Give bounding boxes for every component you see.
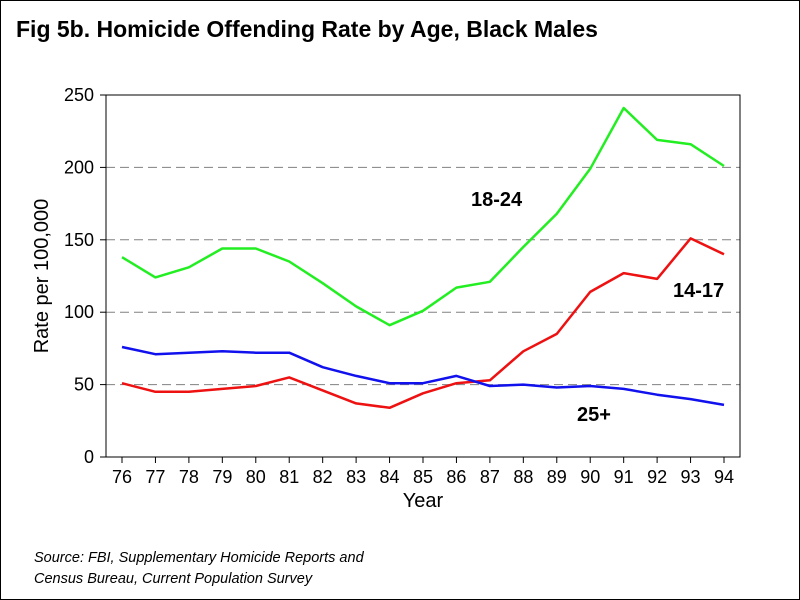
gridlines (106, 166, 740, 386)
x-tick-label: 94 (714, 467, 734, 487)
x-tick-label: 79 (212, 467, 232, 487)
y-axis: 0 50 100 150 200 250 (64, 85, 106, 467)
x-tick-label: 84 (380, 467, 400, 487)
series-line-25+ (121, 345, 725, 407)
x-tick-label: 78 (179, 467, 199, 487)
x-tick-label: 89 (547, 467, 567, 487)
series-label-18-24: 18-24 (471, 189, 523, 211)
x-tick-label: 88 (513, 467, 533, 487)
chart-title: Fig 5b. Homicide Offending Rate by Age, … (16, 16, 598, 42)
y-axis-label: Rate per 100,000 (31, 199, 53, 354)
x-axis-label: Year (403, 490, 444, 512)
x-tick-label: 81 (279, 467, 299, 487)
series-label-14-17: 14-17 (673, 280, 724, 302)
y-tick-label: 50 (74, 375, 94, 395)
x-tick-label: 92 (647, 467, 667, 487)
source-note: Source: FBI, Supplementary Homicide Repo… (34, 548, 364, 590)
x-tick-label: 77 (145, 467, 165, 487)
series-label-25+: 25+ (577, 404, 611, 426)
x-tick-label: 85 (413, 467, 433, 487)
x-tick-label: 80 (246, 467, 266, 487)
source-line-2: Census Bureau, Current Population Survey (34, 571, 313, 587)
x-tick-label: 93 (681, 467, 701, 487)
y-tick-label: 200 (64, 157, 94, 177)
x-tick-label: 76 (112, 467, 132, 487)
x-tick-label: 90 (580, 467, 600, 487)
y-tick-label: 100 (64, 302, 94, 322)
x-tick-label: 83 (346, 467, 366, 487)
series-line-14-17 (121, 237, 725, 410)
y-tick-label: 250 (64, 85, 94, 105)
x-axis: 76 77 78 79 80 81 82 83 84 85 86 87 88 89 90 91 92 93 94 (112, 457, 734, 487)
series-line-18-24 (121, 106, 725, 327)
series-lines (121, 106, 725, 410)
y-tick-label: 150 (64, 230, 94, 250)
x-tick-label: 87 (480, 467, 500, 487)
source-line-1: Source: FBI, Supplementary Homicide Repo… (34, 550, 364, 566)
x-tick-label: 82 (313, 467, 333, 487)
y-tick-label: 0 (84, 447, 94, 467)
x-tick-label: 91 (614, 467, 634, 487)
x-tick-label: 86 (446, 467, 466, 487)
